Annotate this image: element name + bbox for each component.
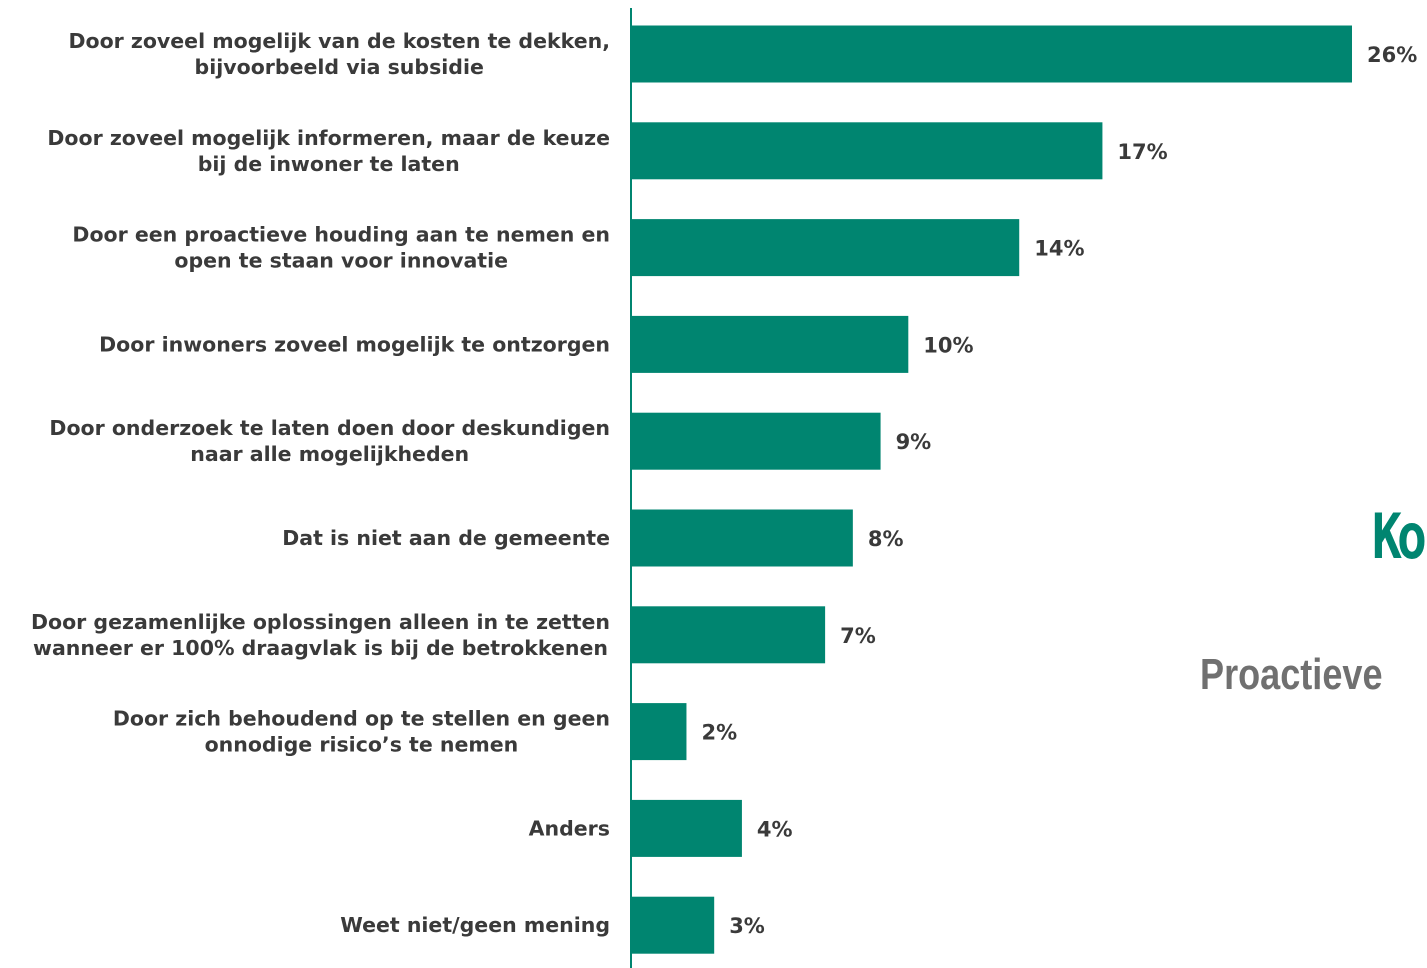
category-label: Door zich behoudend op te stellen en gee…: [113, 707, 610, 731]
category-label: open te staan voor innovatie: [174, 249, 508, 273]
category-label: Door zoveel mogelijk van de kosten te de…: [68, 29, 610, 53]
bar: [631, 412, 881, 470]
category-label: Dat is niet aan de gemeente: [282, 526, 610, 550]
category-label: Door inwoners zoveel mogelijk te ontzorg…: [99, 332, 610, 356]
category-label: Weet niet/geen mening: [340, 913, 610, 937]
value-label: 10%: [923, 333, 973, 357]
category-label: Anders: [529, 816, 610, 840]
bar: [631, 896, 715, 954]
bar: [631, 703, 687, 761]
bar: [631, 799, 742, 857]
bar: [631, 509, 853, 567]
category-label: bijvoorbeeld via subsidie: [195, 55, 484, 79]
value-label: 3%: [729, 914, 765, 938]
category-label: Door een proactieve houding aan te nemen…: [72, 223, 610, 247]
category-label: Door gezamenlijke oplossingen alleen in …: [31, 610, 610, 634]
value-label: 26%: [1367, 43, 1417, 67]
bar: [631, 219, 1020, 277]
value-label: 17%: [1117, 140, 1167, 164]
value-label: 7%: [840, 624, 876, 648]
category-label: wanneer er 100% draagvlak is bij de betr…: [33, 636, 608, 660]
value-label: 4%: [757, 817, 793, 841]
bar: [631, 315, 909, 373]
value-label: 8%: [868, 527, 904, 551]
value-label: 14%: [1034, 237, 1084, 261]
value-label: 2%: [701, 721, 737, 745]
side-title: Ko: [1372, 500, 1427, 573]
bar: [631, 25, 1352, 83]
value-label: 9%: [896, 430, 932, 454]
category-label: bij de inwoner te laten: [198, 152, 460, 176]
bar: [631, 606, 826, 664]
category-label: Door zoveel mogelijk informeren, maar de…: [47, 126, 610, 150]
category-label: naar alle mogelijkheden: [190, 442, 469, 466]
bar: [631, 122, 1103, 180]
side-subtitle: Proactieve: [1200, 650, 1383, 699]
category-label: onnodige risico’s te nemen: [205, 733, 519, 757]
category-label: Door onderzoek te laten doen door deskun…: [49, 416, 610, 440]
